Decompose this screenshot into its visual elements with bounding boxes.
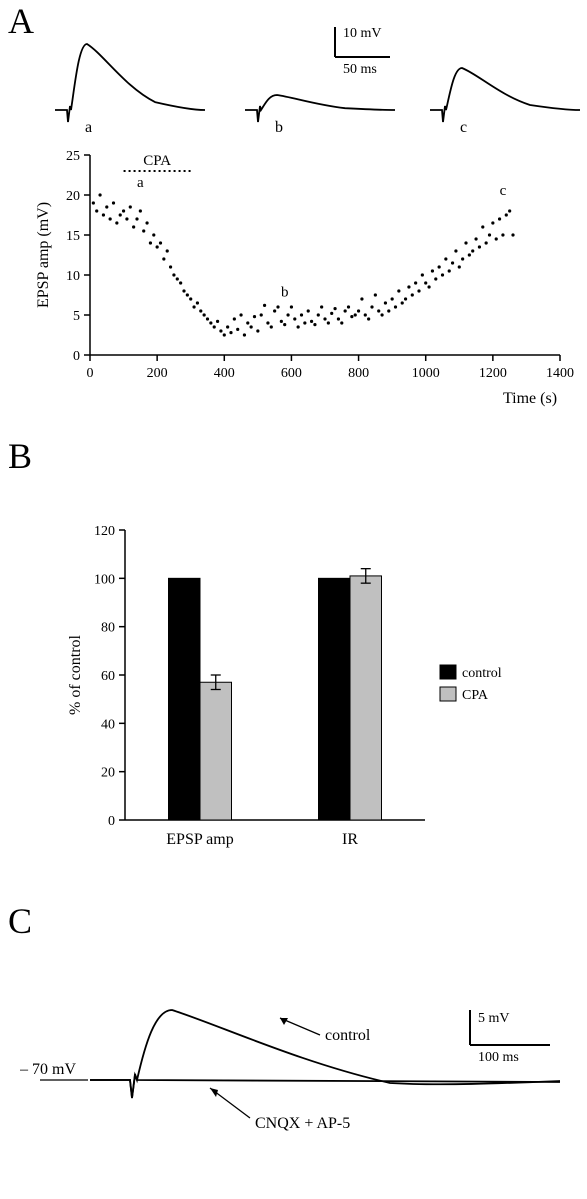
svg-text:200: 200 bbox=[147, 366, 168, 381]
svg-text:– 70 mV: – 70 mV bbox=[20, 1061, 76, 1078]
svg-text:CPA: CPA bbox=[462, 688, 489, 703]
panel-c-label: C bbox=[8, 900, 32, 942]
panel-c-traces: – 70 mV control CNQX + AP-5 5 mV 100 ms bbox=[20, 960, 580, 1180]
svg-text:Time (s): Time (s) bbox=[503, 390, 557, 407]
svg-text:0: 0 bbox=[108, 814, 115, 829]
svg-text:100: 100 bbox=[94, 572, 115, 587]
svg-text:b: b bbox=[281, 285, 289, 301]
svg-text:control: control bbox=[462, 666, 502, 681]
panel-b-label: B bbox=[8, 435, 32, 477]
svg-text:600: 600 bbox=[281, 366, 302, 381]
svg-text:25: 25 bbox=[66, 149, 80, 164]
svg-text:EPSP amp: EPSP amp bbox=[166, 831, 233, 848]
svg-text:100 ms: 100 ms bbox=[478, 1050, 519, 1065]
svg-text:1400: 1400 bbox=[546, 366, 574, 381]
svg-text:20: 20 bbox=[101, 766, 115, 781]
svg-text:1200: 1200 bbox=[479, 366, 507, 381]
svg-text:CPA: CPA bbox=[143, 153, 171, 169]
svg-text:0: 0 bbox=[73, 349, 80, 364]
svg-text:15: 15 bbox=[66, 229, 80, 244]
svg-text:b: b bbox=[275, 119, 283, 135]
svg-text:% of control: % of control bbox=[67, 634, 84, 715]
svg-text:10: 10 bbox=[66, 269, 80, 284]
svg-text:5 mV: 5 mV bbox=[478, 1011, 510, 1026]
svg-text:20: 20 bbox=[66, 189, 80, 204]
panel-a-traces: a b c 10 mV 50 ms bbox=[45, 15, 585, 135]
svg-text:0: 0 bbox=[87, 366, 94, 381]
svg-text:c: c bbox=[460, 119, 467, 135]
panel-a-scatter: 0 5 10 15 20 25 0 200 400 600 800 1000 1200 1400 Time … bbox=[30, 145, 585, 425]
panel-b-barchart: 0 20 40 60 80 100 120 % of control EPSP amp IR con… bbox=[60, 510, 560, 890]
svg-text:5: 5 bbox=[73, 309, 80, 324]
svg-text:1000: 1000 bbox=[412, 366, 440, 381]
svg-text:50 ms: 50 ms bbox=[343, 62, 377, 77]
svg-text:c: c bbox=[500, 183, 507, 199]
svg-text:60: 60 bbox=[101, 669, 115, 684]
svg-text:EPSP amp (mV): EPSP amp (mV) bbox=[35, 202, 52, 308]
svg-text:10 mV: 10 mV bbox=[343, 26, 382, 41]
svg-text:800: 800 bbox=[348, 366, 369, 381]
svg-text:control: control bbox=[325, 1027, 371, 1044]
svg-text:80: 80 bbox=[101, 621, 115, 636]
svg-text:400: 400 bbox=[214, 366, 235, 381]
svg-text:a: a bbox=[85, 119, 92, 135]
panel-a-label: A bbox=[8, 0, 34, 42]
svg-text:IR: IR bbox=[342, 831, 358, 848]
svg-text:120: 120 bbox=[94, 524, 115, 539]
svg-text:a: a bbox=[137, 175, 144, 191]
svg-text:CNQX + AP-5: CNQX + AP-5 bbox=[255, 1115, 350, 1132]
svg-text:40: 40 bbox=[101, 717, 115, 732]
